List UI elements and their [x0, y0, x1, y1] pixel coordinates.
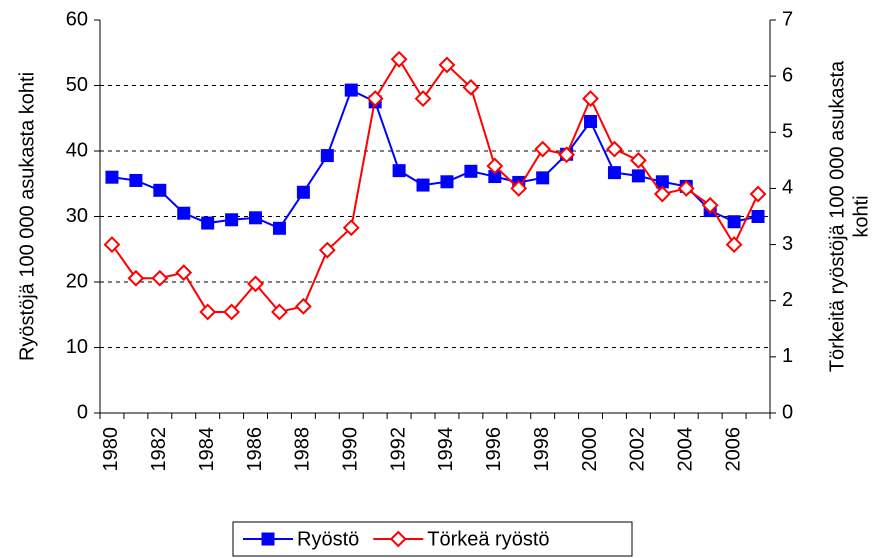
x-tick-label: 1986: [244, 427, 266, 472]
marker: [225, 213, 239, 227]
marker: [749, 185, 767, 203]
marker: [629, 151, 647, 169]
marker: [271, 303, 288, 321]
y-tick-label: 50: [66, 74, 88, 96]
marker: [261, 532, 275, 546]
series-line: [111, 57, 759, 314]
marker: [584, 115, 598, 129]
marker: [606, 140, 623, 158]
marker: [177, 206, 191, 220]
marker: [631, 169, 645, 183]
x-tick-label: 1996: [483, 427, 505, 472]
marker: [438, 56, 456, 74]
y2-axis-title: Törkeitä ryöstöjä 100 000 asukasta: [826, 60, 848, 372]
marker: [389, 530, 407, 548]
marker: [129, 173, 143, 187]
marker: [296, 185, 310, 199]
marker: [486, 157, 504, 175]
marker: [272, 221, 286, 235]
x-tick-label: 1980: [100, 427, 122, 472]
marker: [510, 180, 528, 197]
marker: [582, 90, 599, 108]
marker: [201, 216, 215, 230]
y2-tick-label: 0: [782, 401, 793, 423]
legend: Ryöstö Törkeä ryöstö: [232, 521, 633, 557]
y2-tick-label: 4: [782, 177, 793, 199]
y2-tick-label: 5: [782, 121, 793, 143]
marker: [464, 164, 478, 178]
y2-tick-label: 7: [782, 8, 793, 30]
series-line: [111, 88, 759, 230]
y-tick-label: 60: [66, 8, 88, 30]
y2-tick-label: 3: [782, 233, 793, 255]
y-tick-label: 40: [66, 139, 88, 161]
y2-tick-label: 6: [782, 64, 793, 86]
y-tick-label: 10: [66, 336, 88, 358]
x-tick-label: 2002: [627, 427, 649, 472]
x-tick-label: 1990: [340, 427, 362, 472]
marker: [249, 211, 263, 225]
x-tick-label: 1988: [292, 427, 314, 472]
marker: [344, 83, 358, 97]
marker: [318, 241, 336, 259]
marker: [175, 264, 193, 282]
marker: [153, 183, 167, 197]
marker: [440, 175, 454, 189]
marker: [199, 303, 217, 321]
legend-label: Törkeä ryöstö: [427, 528, 549, 550]
marker: [416, 178, 430, 192]
x-tick-label: 2000: [579, 427, 601, 472]
marker: [534, 140, 552, 158]
marker: [390, 50, 408, 68]
marker: [320, 149, 334, 163]
y-tick-label: 30: [66, 205, 88, 227]
marker: [751, 210, 765, 223]
marker: [392, 164, 406, 178]
marker: [725, 236, 743, 253]
x-tick-label: 1994: [435, 427, 457, 472]
y-axis-title: Ryöstöjä 100 000 asukasta kohti: [16, 72, 38, 361]
x-tick-label: 1982: [148, 427, 170, 472]
legend-box: [232, 521, 633, 557]
marker: [366, 90, 384, 108]
marker: [536, 171, 550, 185]
x-tick-label: 1984: [196, 427, 218, 472]
marker: [653, 185, 671, 203]
marker: [462, 78, 480, 96]
y2-tick-label: 1: [782, 345, 793, 367]
x-tick-label: 2004: [675, 427, 697, 472]
y2-axis-title: kohti: [850, 195, 872, 237]
marker: [223, 303, 241, 321]
marker: [342, 219, 360, 237]
marker: [103, 236, 121, 253]
legend-label: Ryöstö: [297, 528, 359, 550]
marker: [127, 269, 145, 287]
x-tick-label: 1992: [387, 427, 409, 472]
marker: [607, 166, 621, 180]
marker: [247, 275, 264, 293]
y-tick-label: 20: [66, 270, 88, 292]
marker: [414, 90, 432, 108]
x-tick-label: 2006: [722, 427, 744, 472]
marker: [151, 269, 169, 287]
marker: [558, 146, 576, 164]
marker: [727, 215, 741, 229]
marker: [701, 196, 719, 214]
marker: [105, 170, 119, 184]
marker: [677, 180, 695, 197]
x-tick-label: 1998: [531, 427, 553, 472]
y2-tick-label: 2: [782, 289, 793, 311]
marker: [294, 297, 312, 315]
y-tick-label: 0: [77, 401, 88, 423]
